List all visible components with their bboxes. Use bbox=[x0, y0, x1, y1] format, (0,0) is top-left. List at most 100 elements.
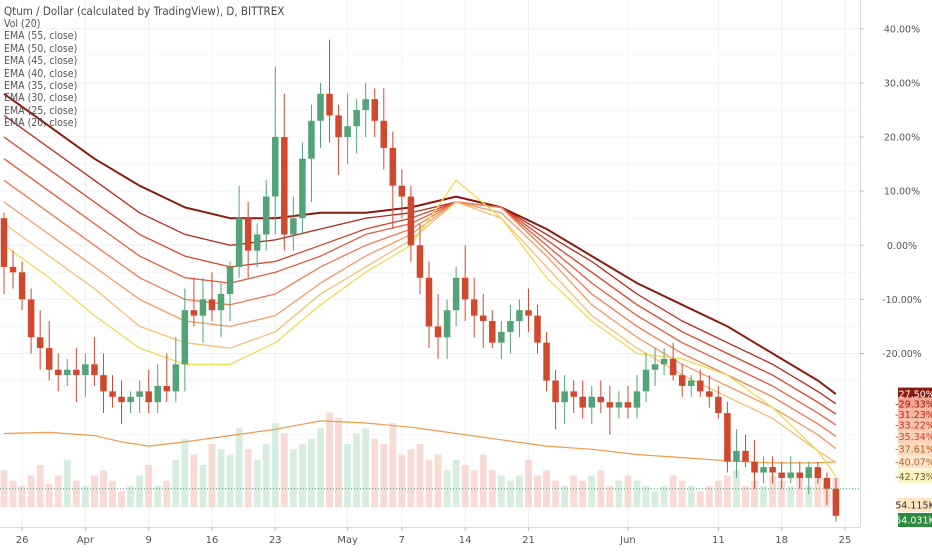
candle[interactable] bbox=[353, 99, 360, 154]
candle[interactable] bbox=[299, 142, 306, 235]
candle[interactable] bbox=[787, 456, 794, 484]
candle[interactable] bbox=[624, 385, 632, 419]
candle[interactable] bbox=[253, 223, 261, 267]
candle[interactable] bbox=[561, 375, 568, 424]
candle[interactable] bbox=[697, 369, 704, 397]
candle[interactable] bbox=[281, 93, 288, 251]
candle[interactable] bbox=[335, 104, 342, 175]
candle[interactable] bbox=[778, 461, 785, 489]
candle[interactable] bbox=[534, 304, 541, 354]
candle[interactable] bbox=[651, 348, 659, 386]
candle[interactable] bbox=[317, 82, 324, 148]
candle[interactable] bbox=[760, 456, 767, 484]
candle[interactable] bbox=[109, 375, 116, 408]
candle[interactable] bbox=[0, 212, 8, 294]
candle[interactable] bbox=[199, 277, 207, 343]
x-axis[interactable]: 26 Apr 9 16 23 May 7 14 21 Jun 11 18 25 bbox=[16, 527, 852, 546]
candle[interactable] bbox=[73, 348, 80, 403]
candle[interactable] bbox=[678, 364, 686, 397]
candle[interactable] bbox=[100, 353, 107, 414]
candle[interactable] bbox=[27, 288, 35, 354]
candle[interactable] bbox=[597, 380, 605, 414]
candle[interactable] bbox=[272, 66, 279, 235]
candle[interactable] bbox=[796, 461, 803, 489]
candle[interactable] bbox=[136, 380, 143, 414]
candle[interactable] bbox=[452, 266, 460, 327]
candle[interactable] bbox=[262, 180, 270, 251]
candle[interactable] bbox=[244, 201, 252, 278]
candle[interactable] bbox=[543, 331, 550, 392]
candle[interactable] bbox=[308, 104, 315, 202]
candle[interactable] bbox=[235, 185, 243, 278]
candle[interactable] bbox=[579, 380, 586, 419]
candle[interactable] bbox=[326, 39, 333, 143]
candle[interactable] bbox=[480, 293, 487, 349]
candle[interactable] bbox=[642, 353, 650, 403]
candle[interactable] bbox=[64, 358, 71, 386]
candle[interactable] bbox=[660, 348, 668, 376]
candle[interactable] bbox=[606, 385, 614, 435]
candle[interactable] bbox=[516, 299, 523, 338]
candle[interactable] bbox=[832, 477, 840, 522]
candle[interactable] bbox=[461, 245, 469, 322]
candle[interactable] bbox=[633, 375, 641, 419]
candle[interactable] bbox=[163, 353, 171, 403]
volume-bar bbox=[181, 438, 189, 507]
candle[interactable] bbox=[380, 88, 388, 170]
candle[interactable] bbox=[425, 261, 433, 349]
candle[interactable] bbox=[344, 93, 351, 165]
candle[interactable] bbox=[769, 456, 776, 484]
candle[interactable] bbox=[371, 88, 378, 138]
candle[interactable] bbox=[181, 288, 189, 392]
candle-body bbox=[480, 315, 487, 322]
candle[interactable] bbox=[190, 277, 198, 327]
candle[interactable] bbox=[172, 337, 180, 403]
candle[interactable] bbox=[507, 304, 514, 354]
candle[interactable] bbox=[36, 310, 44, 370]
candle[interactable] bbox=[82, 353, 89, 397]
candle[interactable] bbox=[217, 283, 225, 338]
candle[interactable] bbox=[443, 299, 451, 359]
candle[interactable] bbox=[226, 261, 234, 322]
candle[interactable] bbox=[615, 391, 623, 419]
candle[interactable] bbox=[751, 440, 758, 489]
candle[interactable] bbox=[434, 293, 442, 359]
candle[interactable] bbox=[154, 364, 161, 414]
candle[interactable] bbox=[706, 375, 713, 408]
y-axis[interactable]: 40.00% 30.00% 20.00% 10.00% 0.00% -10.00% -20.… bbox=[860, 24, 922, 360]
candle[interactable] bbox=[118, 380, 125, 424]
candle[interactable] bbox=[398, 169, 406, 219]
candle[interactable] bbox=[9, 250, 17, 289]
candle[interactable] bbox=[389, 131, 397, 230]
candle[interactable] bbox=[525, 288, 532, 332]
candle[interactable] bbox=[55, 353, 62, 392]
candle[interactable] bbox=[814, 461, 822, 484]
candle[interactable] bbox=[290, 196, 297, 251]
candle[interactable] bbox=[552, 369, 559, 430]
candle[interactable] bbox=[742, 434, 749, 468]
candle[interactable] bbox=[715, 385, 722, 419]
candle[interactable] bbox=[208, 272, 216, 322]
candle[interactable] bbox=[470, 277, 478, 338]
candle[interactable] bbox=[570, 380, 577, 414]
candle[interactable] bbox=[805, 461, 813, 495]
candle[interactable] bbox=[91, 337, 98, 386]
candle[interactable] bbox=[724, 402, 731, 473]
candle[interactable] bbox=[687, 375, 695, 397]
candle[interactable] bbox=[416, 223, 424, 294]
candle[interactable] bbox=[145, 369, 152, 414]
candle[interactable] bbox=[489, 310, 496, 349]
candle[interactable] bbox=[588, 385, 596, 424]
candle[interactable] bbox=[127, 391, 134, 414]
candle[interactable] bbox=[823, 472, 831, 505]
candle[interactable] bbox=[733, 429, 740, 478]
volume-bar bbox=[362, 428, 370, 507]
candle[interactable] bbox=[407, 185, 415, 262]
candle[interactable] bbox=[18, 261, 26, 311]
candle[interactable] bbox=[362, 82, 369, 138]
candle[interactable] bbox=[669, 342, 677, 381]
candle[interactable] bbox=[498, 321, 505, 359]
candle[interactable] bbox=[45, 321, 53, 381]
